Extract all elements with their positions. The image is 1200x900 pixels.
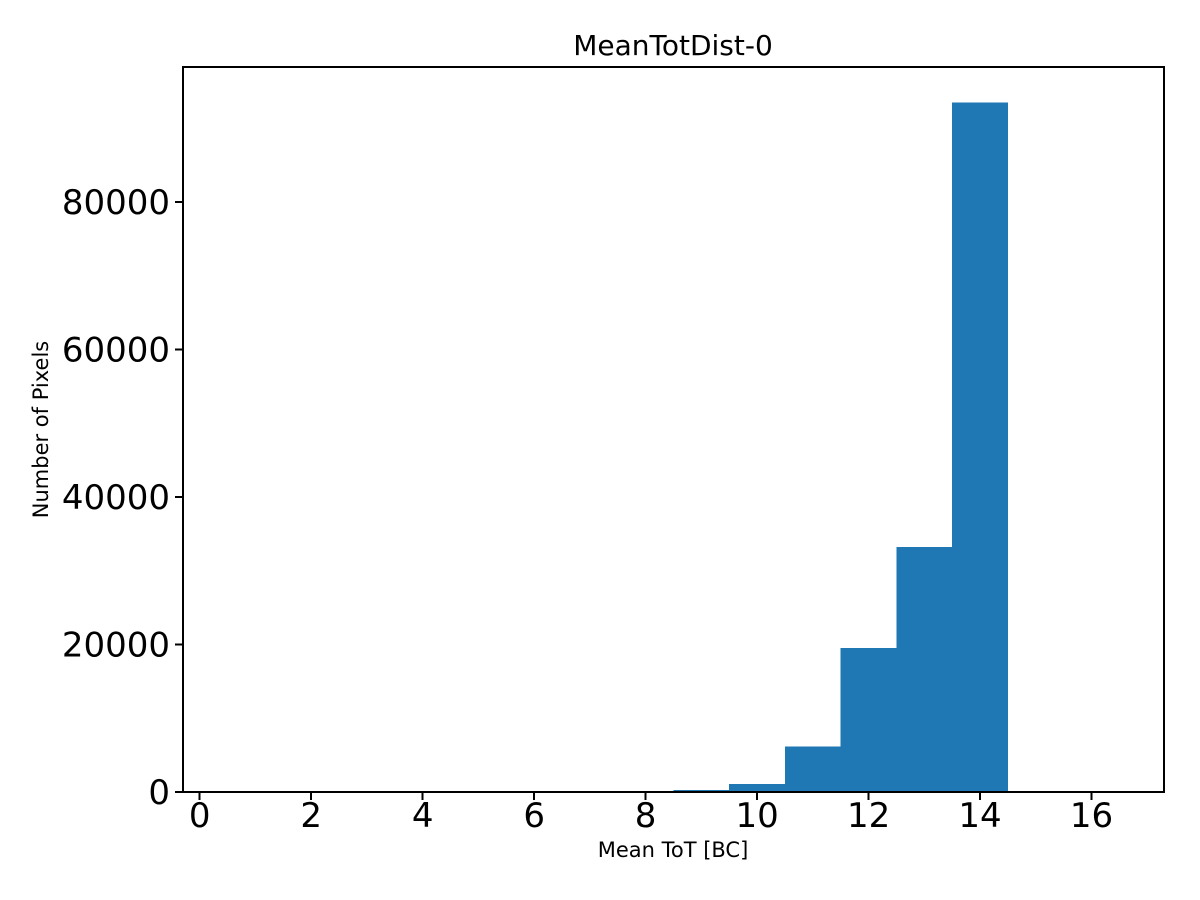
- x-tick-label: 0: [189, 796, 211, 836]
- histogram-bar: [729, 784, 785, 792]
- histogram-bar: [840, 648, 897, 792]
- y-tick-label: 0: [148, 773, 170, 813]
- bars-group: [673, 102, 1008, 792]
- x-tick-label: 4: [412, 796, 434, 836]
- x-tick-label: 10: [735, 796, 778, 836]
- plot-border: [182, 66, 1165, 793]
- ticks-group: [175, 200, 1093, 800]
- x-tick-label: 6: [523, 796, 545, 836]
- x-axis-label: Mean ToT [BC]: [598, 838, 749, 862]
- x-tick-label: 16: [1070, 796, 1113, 836]
- y-tick-label: 80000: [62, 183, 170, 223]
- x-tick-label: 14: [958, 796, 1001, 836]
- x-tick-label: 2: [300, 796, 322, 836]
- tick-labels-group: 0 2 4 6 8 10 12 14 16 0 20000 40000 60000 80000: [62, 183, 1113, 836]
- x-tick-label: 8: [635, 796, 657, 836]
- chart-title: MeanTotDist-0: [573, 29, 773, 62]
- y-tick-label: 20000: [62, 625, 170, 665]
- y-tick-label: 60000: [62, 330, 170, 370]
- histogram-bar: [896, 547, 953, 792]
- histogram-bar: [784, 746, 841, 792]
- histogram-bar: [952, 102, 1008, 792]
- x-tick-label: 12: [847, 796, 890, 836]
- y-axis-label: Number of Pixels: [29, 341, 53, 518]
- y-tick-label: 40000: [62, 478, 170, 518]
